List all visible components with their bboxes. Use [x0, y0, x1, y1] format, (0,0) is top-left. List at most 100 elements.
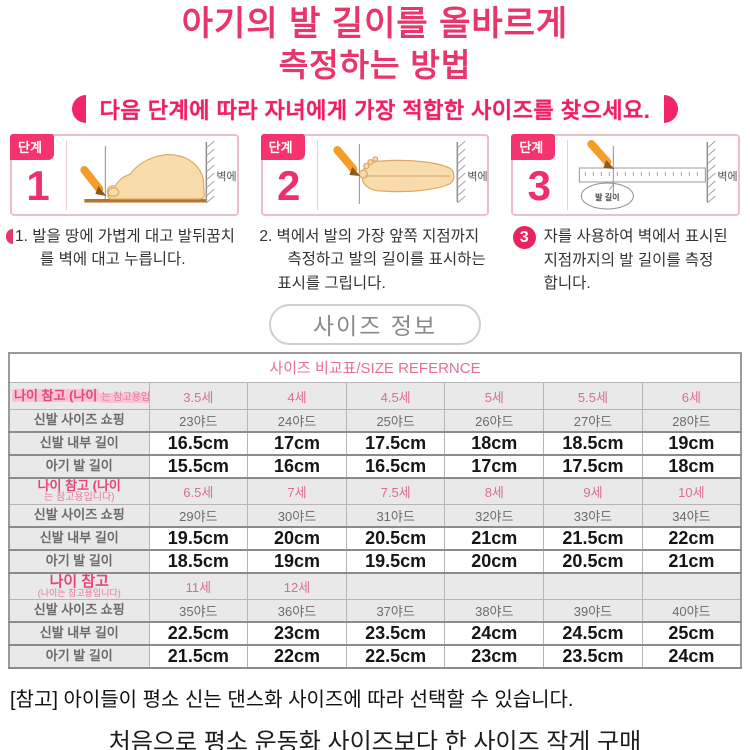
step-3-caption: 3 자를 사용하여 벽에서 표시된 지점까지의 발 길이를 측정 합니다.: [512, 225, 744, 296]
table-cell: 20cm: [444, 548, 545, 574]
table-cell: 23.5cm: [345, 620, 446, 646]
step-1-number: 1: [26, 162, 50, 209]
table-cell: 6세: [641, 382, 742, 410]
table-cell: 4.5세: [345, 382, 446, 410]
step-2-caption-line-1: 2. 벽에서 발의 가장 앞쪽 지점까지: [259, 228, 480, 245]
table-cell: 22.5cm: [345, 643, 446, 669]
table-cell: 30야드: [247, 504, 347, 527]
table-cell: 33야드: [543, 504, 643, 527]
table-cell: 38야드: [444, 599, 545, 622]
pencil-tip: [349, 167, 361, 176]
table-cell: 18cm: [444, 430, 545, 456]
toe: [372, 156, 378, 162]
ruler-note-label: 발 길이: [596, 192, 620, 202]
table-cell: 20.5cm: [345, 525, 446, 551]
table-cell: 17cm: [444, 453, 545, 479]
step-3-circle-number-icon: 3: [512, 226, 536, 249]
table-cell: 24cm: [641, 643, 742, 669]
ruler: [579, 167, 707, 183]
step-2-caption: 2. 벽에서 발의 가장 앞쪽 지점까지 측정하고 발의 길이를 표시하는 표시…: [259, 225, 490, 296]
table-cell: 21cm: [444, 525, 545, 551]
wall-hatch: [206, 140, 215, 204]
step-3-tab: 단계: [511, 134, 556, 160]
step-3-divider: [567, 140, 569, 210]
step-3-caption-line-1: 자를 사용하여 벽에서 표시된: [543, 228, 728, 245]
table-cell: 17cm: [247, 430, 347, 456]
step-1-bullet-icon: [6, 229, 13, 244]
table-cell: [641, 572, 742, 600]
table-cell: 6.5세: [148, 477, 249, 505]
step-2-divider: [316, 140, 318, 210]
table-cell: 22.5cm: [148, 620, 249, 646]
table-cell: [345, 572, 446, 600]
step-card-2: 단계 2 벽에: [260, 134, 490, 216]
step-2-tab: 단계: [260, 134, 305, 160]
table-cell: 19cm: [641, 430, 742, 456]
table-cell: 34야드: [641, 504, 742, 527]
table-row-cm: 아기 발 길이 21.5cm 22cm 22.5cm 23cm 23.5cm 24cm: [8, 643, 742, 669]
table-cell: 21.5cm: [148, 643, 249, 669]
table-cell: 16.5cm: [345, 453, 446, 479]
table-cell: 23야드: [148, 409, 249, 432]
step-card-1: 단계 1 벽에: [10, 134, 239, 216]
table-cell: 31야드: [345, 504, 446, 527]
pencil-icon: [80, 166, 104, 193]
step-3-caption-line-2: 지점까지의 발 길이를 측정: [543, 252, 714, 269]
step-1-tab: 단계: [10, 134, 54, 160]
foot-side-view-icon: 벽에: [80, 140, 237, 204]
table-cell: 40야드: [641, 599, 742, 622]
table-cell: 18cm: [641, 453, 742, 479]
banner-right-cap-icon: [664, 95, 679, 123]
table-cell: 36야드: [247, 599, 347, 622]
step-3-caption-line-3: 합니다.: [543, 275, 591, 293]
row-label: 신발 사이즈 쇼핑: [8, 504, 150, 527]
banner-left-cap-icon: [71, 95, 86, 123]
table-cell: 19.5cm: [345, 548, 446, 574]
step-cards: 단계 1 벽에 단계 2: [0, 134, 750, 216]
wall-label: 벽에: [718, 170, 738, 183]
table-cell: 12세: [247, 572, 347, 600]
table-cell: 9세: [543, 477, 643, 505]
table-row-yard: 신발 사이즈 쇼핑 35야드 36야드 37야드 38야드 39야드 40야드: [8, 599, 742, 622]
table-row-cm: 신발 내부 길이 19.5cm 20cm 20.5cm 21cm 21.5cm 22cm: [8, 525, 742, 551]
toe: [362, 162, 370, 170]
table-cell: [543, 572, 643, 600]
table-cell: 4세: [247, 382, 347, 410]
table-cell: 15.5cm: [148, 453, 249, 479]
table-cell: 5세: [444, 382, 545, 410]
row-label: 나이 참고 (나이는 참고용입니다): [8, 382, 150, 410]
toe: [367, 159, 374, 166]
pencil-icon: [587, 140, 612, 166]
row-label: 신발 내부 길이: [8, 525, 150, 551]
step-2-caption-line-3: 표시를 그립니다.: [277, 274, 386, 292]
footnote-1: [참고] 아이들이 평소 신는 댄스화 사이즈에 따라 선택할 수 있습니다.: [10, 688, 574, 711]
size-table: 사이즈 비교표/SIZE REFERNCE 나이 참고 (나이는 참고용입니다)…: [8, 351, 742, 669]
step-1-divider: [66, 140, 67, 210]
step-1-illustration: 벽에: [68, 136, 237, 214]
table-row-cm: 신발 내부 길이 16.5cm 17cm 17.5cm 18cm 18.5cm 19cm: [8, 430, 742, 456]
step-3-number: 3: [527, 162, 552, 209]
pencil-tip: [95, 186, 107, 196]
table-row-yard: 신발 사이즈 쇼핑 29야드 30야드 31야드 32야드 33야드 34야드: [8, 504, 742, 527]
table-cell: 37야드: [345, 599, 446, 622]
wall-hatch: [456, 140, 466, 204]
table-cell: 24.5cm: [543, 620, 643, 646]
step-1-caption-line-2: 를 벽에 대고 누릅니다.: [40, 251, 186, 269]
wall-label: 벽에: [467, 170, 487, 183]
step-1-caption: 1. 발을 땅에 가볍게 대고 발뒤꿈치 를 벽에 대고 누릅니다.: [6, 225, 237, 296]
table-row-cm: 신발 내부 길이 22.5cm 23cm 23.5cm 24cm 24.5cm 25cm: [8, 620, 742, 646]
table-cell: 16.5cm: [148, 430, 249, 456]
title-line-1: 아기의 발 길이를 올바르게: [181, 5, 569, 43]
step-3-illustration: 발 길이 벽에: [569, 136, 738, 214]
note-pointer: [609, 183, 615, 191]
table-cell: 23.5cm: [543, 643, 643, 669]
table-cell: 32야드: [444, 504, 545, 527]
row-label: 신발 사이즈 쇼핑: [8, 599, 150, 622]
table-cell: 23cm: [247, 620, 347, 646]
table-cell: 7세: [247, 477, 347, 505]
row-label: 나이 참고 (나이는 참고용입니다): [8, 572, 150, 600]
table-cell: 17.5cm: [345, 430, 446, 456]
table-cell: 16cm: [247, 453, 347, 479]
